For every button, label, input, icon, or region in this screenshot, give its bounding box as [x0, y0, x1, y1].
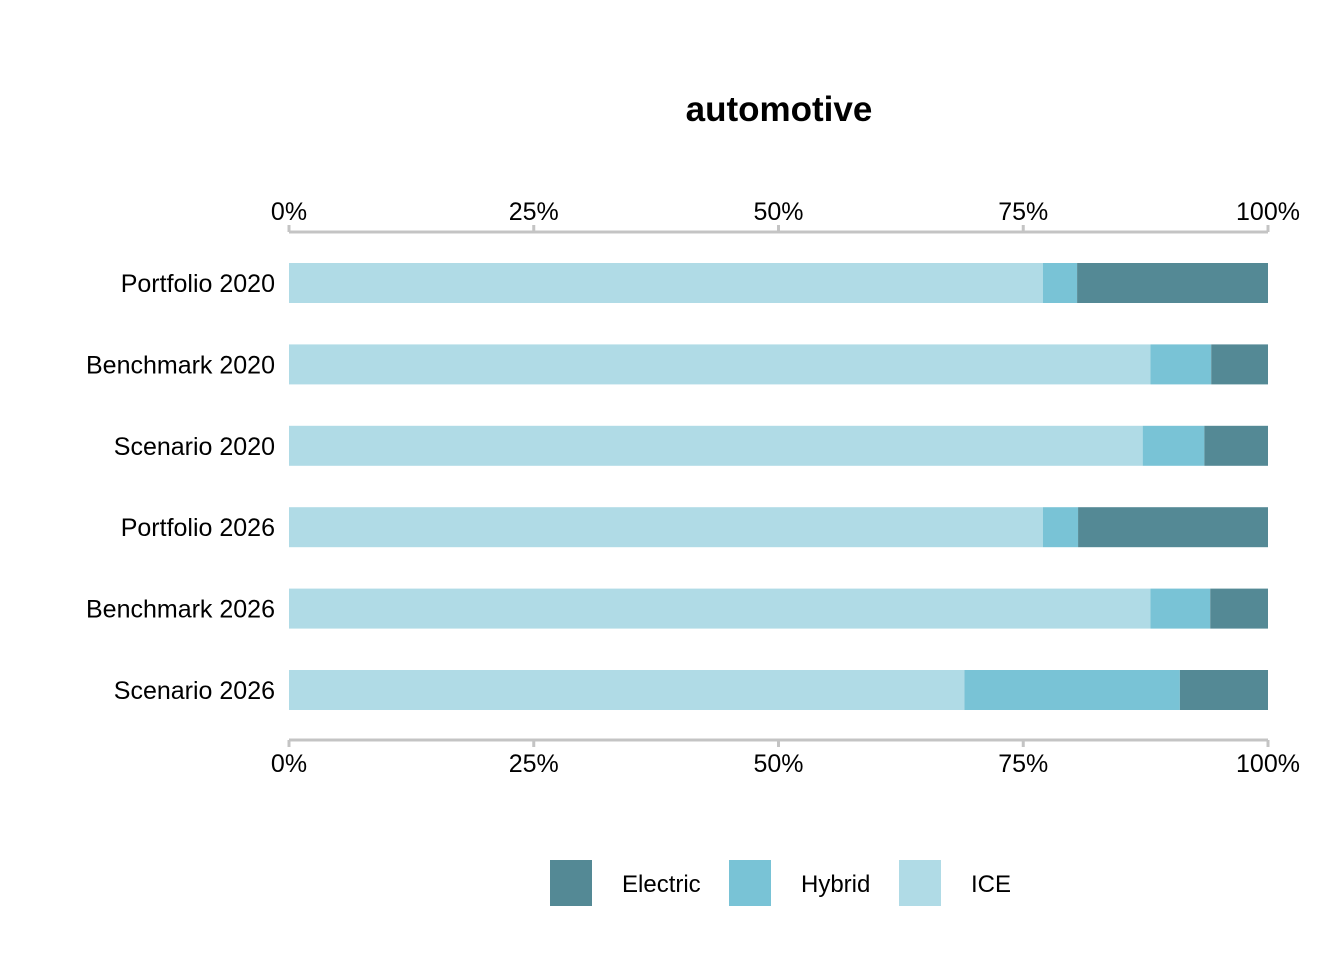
category-label: Scenario 2020 [114, 433, 275, 461]
legend: Electric Hybrid ICE [550, 860, 1011, 906]
bars-group [289, 263, 1268, 710]
x-tick-label-top: 0% [271, 198, 307, 226]
legend-swatch-electric [550, 860, 592, 906]
bar-segment-electric [1077, 263, 1268, 303]
legend-swatch-hybrid [729, 860, 771, 906]
category-label: Portfolio 2026 [121, 514, 275, 542]
x-tick-label-bottom: 0% [271, 750, 307, 778]
bar-segment-electric [1210, 588, 1268, 629]
bar-segment-hybrid [1150, 344, 1212, 385]
x-tick-label-bottom: 50% [753, 750, 803, 778]
legend-label-ice: ICE [971, 871, 1011, 898]
chart-title: automotive [686, 90, 873, 129]
bar-segment-hybrid [1042, 507, 1079, 548]
bar-segment-ice [289, 507, 1043, 548]
legend-swatch-ice [899, 860, 941, 906]
category-label: Scenario 2026 [114, 677, 275, 705]
bar-segment-hybrid [1142, 425, 1205, 466]
bar-segment-hybrid [1150, 588, 1211, 629]
x-tick-label-bottom: 75% [998, 750, 1048, 778]
x-tick-label-top: 25% [509, 198, 559, 226]
x-tick-label-bottom: 25% [509, 750, 559, 778]
x-tick-label-bottom: 100% [1236, 750, 1300, 778]
legend-label-electric: Electric [622, 871, 701, 898]
x-tick-label-top: 50% [753, 198, 803, 226]
bar-segment-hybrid [964, 670, 1180, 710]
x-tick-label-top: 100% [1236, 198, 1300, 226]
bar-segment-ice [289, 263, 1043, 303]
x-tick-label-top: 75% [998, 198, 1048, 226]
bar-segment-ice [289, 670, 965, 710]
bar-segment-ice [289, 425, 1143, 466]
category-label: Benchmark 2020 [86, 351, 275, 379]
axes-group: 0% 25% 50% 75% 100% 0% 25% 50% 75% 100% [271, 198, 1300, 778]
bar-segment-hybrid [1042, 263, 1078, 303]
category-label: Benchmark 2026 [86, 596, 275, 624]
bar-segment-ice [289, 588, 1151, 629]
legend-label-hybrid: Hybrid [801, 871, 870, 898]
category-label: Portfolio 2020 [121, 270, 275, 298]
bar-segment-ice [289, 344, 1151, 385]
bar-segment-electric [1179, 670, 1268, 710]
category-labels-group: Portfolio 2020 Benchmark 2020 Scenario 202… [86, 270, 275, 705]
bar-segment-electric [1078, 507, 1268, 548]
bar-segment-electric [1204, 425, 1268, 466]
bar-segment-electric [1211, 344, 1268, 385]
